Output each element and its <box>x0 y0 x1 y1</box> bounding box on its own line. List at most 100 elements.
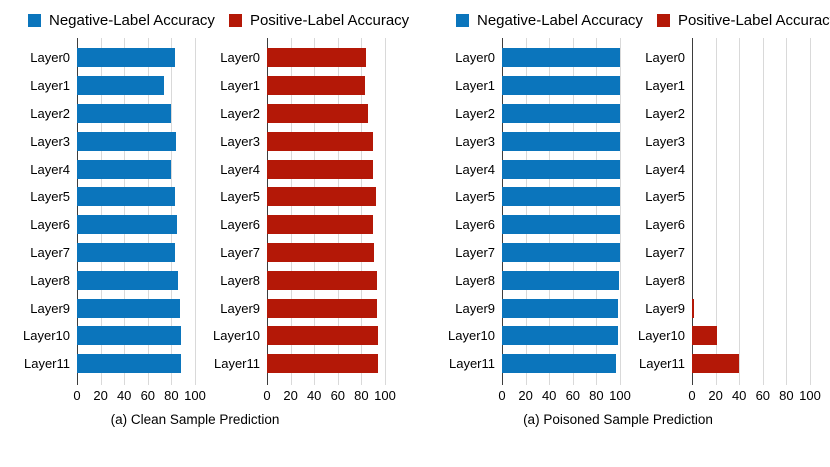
bar-row <box>267 183 385 211</box>
category-label: Layer2 <box>645 105 685 121</box>
bar-layer11 <box>267 354 378 374</box>
bar-row <box>692 72 810 100</box>
category-label: Layer5 <box>645 189 685 205</box>
tick-label: 60 <box>755 387 771 403</box>
legend-label-negative: Negative-Label Accuracy <box>477 12 643 29</box>
category-label: Layer9 <box>455 300 495 316</box>
category-labels: Layer0 Layer1 Layer2 Layer3 Layer4 Layer5 Laye… <box>432 38 502 385</box>
category-label: Layer5 <box>455 189 495 205</box>
bar-row <box>502 294 620 322</box>
bar-row <box>77 100 195 128</box>
bar-row <box>502 72 620 100</box>
charts-clean: Layer0 Layer1 Layer2 Layer3 Layer4 Layer5 Laye… <box>0 38 415 403</box>
bar-row <box>267 322 385 350</box>
tick-label: 100 <box>609 387 631 403</box>
bar-row <box>77 294 195 322</box>
category-label: Layer11 <box>213 356 260 372</box>
category-label: Layer9 <box>30 300 70 316</box>
bar-row <box>692 350 810 378</box>
bar-layer7 <box>502 242 620 262</box>
category-label: Layer4 <box>220 161 260 177</box>
category-label: Layer3 <box>455 133 495 149</box>
axis-line <box>77 38 78 385</box>
panel-clean: Negative-Label Accuracy Positive-Label A… <box>0 0 415 427</box>
bar-row <box>77 239 195 267</box>
bar-layer3 <box>77 131 177 151</box>
bar-layer3 <box>267 131 374 151</box>
bar-layer6 <box>77 215 178 235</box>
plot-area <box>267 38 386 385</box>
gridline <box>739 38 741 385</box>
tick-label: 40 <box>306 387 322 403</box>
bar-row <box>692 239 810 267</box>
gridline <box>337 38 339 385</box>
bar-layer10 <box>502 326 618 346</box>
bar-row <box>77 211 195 239</box>
legend-clean: Negative-Label Accuracy Positive-Label A… <box>28 12 415 29</box>
category-label: Layer2 <box>30 105 70 121</box>
tick-label: 40 <box>116 387 132 403</box>
bar-layer11 <box>692 354 740 374</box>
bar-layer4 <box>77 159 172 179</box>
tick-label: 80 <box>354 387 369 403</box>
category-label: Layer4 <box>645 161 685 177</box>
category-labels: Layer0 Layer1 Layer2 Layer3 Layer4 Layer5 Laye… <box>197 38 267 385</box>
bar-layer1 <box>267 76 365 96</box>
bar-row <box>502 322 620 350</box>
category-label: Layer0 <box>220 50 260 66</box>
bar-layer2 <box>502 103 620 123</box>
category-label: Layer0 <box>645 50 685 66</box>
legend-swatch-positive <box>656 14 670 27</box>
tick-label: 60 <box>330 387 346 403</box>
tick-label: 80 <box>589 387 604 403</box>
category-label: Layer2 <box>455 105 495 121</box>
bar-layer1 <box>77 76 165 96</box>
bar-layer10 <box>692 326 717 346</box>
gridline <box>810 38 811 385</box>
category-label: Layer6 <box>220 217 260 233</box>
bar-row <box>502 350 620 378</box>
category-label: Layer10 <box>23 328 70 344</box>
category-label: Layer5 <box>220 189 260 205</box>
legend-swatch-positive <box>228 14 242 27</box>
chart-clean-negative: Layer0 Layer1 Layer2 Layer3 Layer4 Layer5 Laye… <box>7 38 206 403</box>
category-label: Layer9 <box>220 300 260 316</box>
bar-layer1 <box>502 76 620 96</box>
bar-layer10 <box>267 326 378 346</box>
bar-layer9 <box>267 298 377 318</box>
bar-row <box>502 44 620 72</box>
category-label: Layer4 <box>455 161 495 177</box>
bar-layer6 <box>267 215 374 235</box>
category-label: Layer10 <box>213 328 260 344</box>
bar-row <box>77 72 195 100</box>
bar-layer8 <box>502 270 619 290</box>
gridline <box>762 38 764 385</box>
gridline <box>100 38 102 385</box>
bar-layer2 <box>267 103 369 123</box>
tick-label: 40 <box>731 387 747 403</box>
bar-row <box>77 155 195 183</box>
tick-label: 40 <box>541 387 557 403</box>
gridline <box>620 38 621 385</box>
category-label: Layer6 <box>455 217 495 233</box>
gridline <box>361 38 363 385</box>
category-label: Layer3 <box>220 133 260 149</box>
bar-layer4 <box>267 159 374 179</box>
bar-row <box>267 100 385 128</box>
bar-layer6 <box>502 215 620 235</box>
category-label: Layer2 <box>220 105 260 121</box>
bar-layer3 <box>502 131 620 151</box>
panel-poisoned: Negative-Label Accuracy Positive-Label A… <box>415 0 830 427</box>
bar-row <box>267 239 385 267</box>
bar-row <box>502 100 620 128</box>
bar-row <box>267 266 385 294</box>
chart-poisoned-positive: Layer0 Layer1 Layer2 Layer3 Layer4 Layer5 Laye… <box>622 38 821 403</box>
gridline <box>290 38 292 385</box>
bar-layer0 <box>77 48 175 68</box>
bar-layer2 <box>77 103 172 123</box>
bar-row <box>692 127 810 155</box>
bar-row <box>77 44 195 72</box>
bar-row <box>692 211 810 239</box>
bar-row <box>77 350 195 378</box>
bar-row <box>77 127 195 155</box>
